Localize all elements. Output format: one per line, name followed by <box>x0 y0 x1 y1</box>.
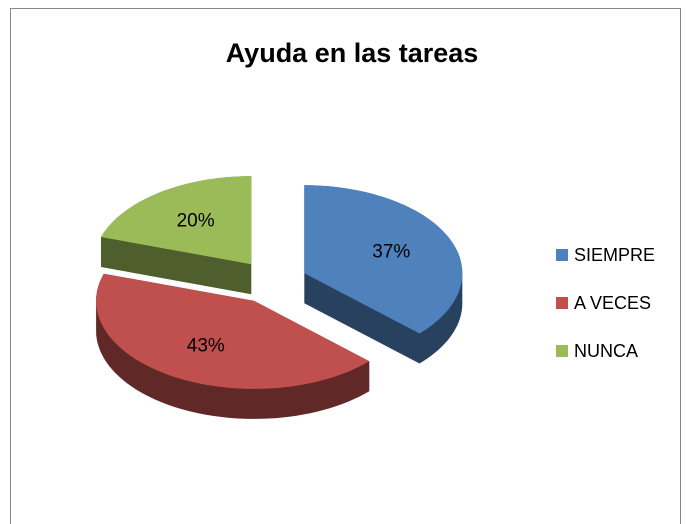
legend-label: SIEMPRE <box>574 245 655 265</box>
legend-swatch <box>556 249 568 261</box>
data-label: 37% <box>372 241 410 262</box>
legend-swatch <box>556 297 568 309</box>
legend-swatch <box>556 345 568 357</box>
data-label: 43% <box>187 335 225 356</box>
legend-label: A VECES <box>574 293 651 313</box>
pie-slice <box>304 185 463 334</box>
chart-title: Ayuda en las tareas <box>226 38 479 68</box>
data-label: 20% <box>177 211 215 232</box>
pie-slice <box>101 176 252 265</box>
legend-label: NUNCA <box>574 341 638 361</box>
pie-slice <box>96 273 370 389</box>
